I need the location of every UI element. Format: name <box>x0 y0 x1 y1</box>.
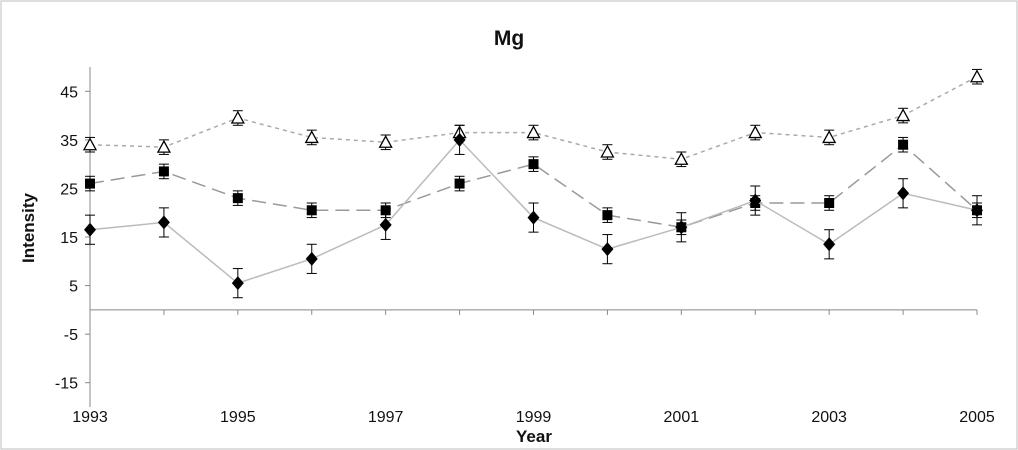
data-point-square <box>306 205 317 216</box>
data-point-square <box>232 193 243 204</box>
data-point-diamond <box>453 132 466 147</box>
series-3 <box>84 124 983 299</box>
series-1 <box>82 68 985 168</box>
x-tick-label: 1999 <box>516 409 552 426</box>
chart-title: Mg <box>494 27 524 50</box>
data-point-diamond <box>379 217 392 232</box>
data-point-square <box>824 198 835 208</box>
series-group <box>82 68 985 299</box>
data-point-square <box>528 159 539 170</box>
data-point-triangle <box>600 144 615 158</box>
x-tick-label: 2003 <box>811 409 847 426</box>
data-point-diamond <box>601 242 614 257</box>
data-point-square <box>85 178 95 189</box>
x-tick-label: 2001 <box>664 409 700 426</box>
data-point-diamond <box>675 220 688 235</box>
y-axis-label: Intensity <box>19 193 38 263</box>
data-point-triangle <box>304 130 319 144</box>
data-point-triangle <box>674 151 689 165</box>
data-point-triangle <box>230 110 245 124</box>
series-line <box>89 76 978 161</box>
data-point-triangle <box>969 69 985 83</box>
data-point-diamond <box>897 186 910 201</box>
data-point-triangle <box>156 139 172 153</box>
data-point-square <box>454 178 465 189</box>
data-point-triangle <box>526 125 541 139</box>
data-point-triangle <box>378 134 393 148</box>
data-point-triangle <box>895 108 911 122</box>
data-point-diamond <box>971 203 983 218</box>
x-axis-label: Year <box>516 427 552 446</box>
x-tick-label: 1995 <box>220 409 256 426</box>
y-tick-label: 45 <box>60 84 78 101</box>
data-point-diamond <box>305 251 318 266</box>
data-point-diamond <box>157 215 170 230</box>
data-point-diamond <box>749 193 762 208</box>
x-tick-label: 1997 <box>368 409 404 426</box>
data-point-diamond <box>527 210 540 225</box>
y-tick-label: 5 <box>69 279 78 296</box>
y-tick-label: 25 <box>60 181 78 198</box>
x-tick-label: 1993 <box>72 409 108 426</box>
data-point-triangle <box>82 137 98 151</box>
data-point-diamond <box>231 276 244 291</box>
y-tick-label: 35 <box>60 133 78 150</box>
y-tick-label: 15 <box>60 230 78 247</box>
axes: -15 -5 5 15 25 35 45 1993 1995 1997 1999 2001 2003 20… <box>55 67 995 426</box>
data-point-square <box>602 210 613 221</box>
y-tick-label: -15 <box>55 376 78 393</box>
data-point-triangle <box>748 125 763 139</box>
data-point-diamond <box>823 237 836 252</box>
data-point-triangle <box>822 130 837 144</box>
data-point-diamond <box>84 222 96 237</box>
data-point-square <box>158 166 169 177</box>
data-point-square <box>898 139 909 150</box>
y-tick-label: -5 <box>64 327 78 344</box>
x-tick-label: 2005 <box>959 409 995 426</box>
